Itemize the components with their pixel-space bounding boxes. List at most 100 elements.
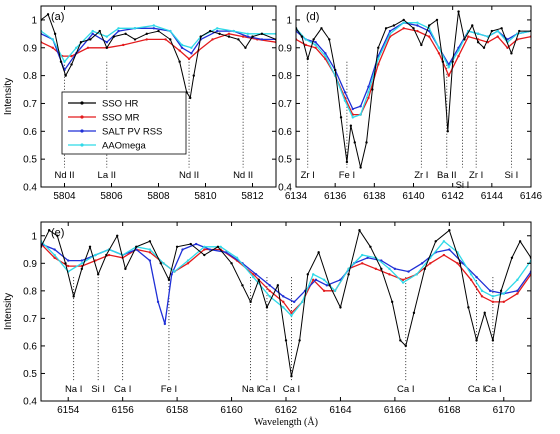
y-tick-label: 0.8: [23, 71, 37, 82]
data-point: [314, 41, 317, 44]
data-point: [407, 270, 410, 273]
data-point: [265, 306, 269, 309]
line-id-label: Fe I: [339, 170, 355, 181]
data-point: [79, 41, 83, 44]
data-point: [502, 300, 505, 304]
x-tick-label: 6138: [363, 191, 386, 202]
data-point: [268, 284, 271, 287]
data-point: [199, 35, 202, 38]
panel-a: Nd II La II Nd II Nd II 5804 5806 5808 5810 5812…: [3, 5, 277, 202]
data-point: [135, 245, 138, 248]
data-point: [333, 289, 337, 293]
data-point: [404, 344, 407, 348]
panel-e: Na I Si I Ca I Fe I Na ICa I Ca I Ca I Ca ICa I…: [3, 221, 532, 428]
data-point: [169, 29, 172, 33]
data-point: [442, 240, 446, 243]
data-point: [388, 267, 391, 271]
data-point: [412, 311, 416, 315]
data-point: [122, 43, 125, 47]
data-point: [480, 295, 484, 298]
series-line: [296, 22, 531, 110]
data-point: [117, 27, 120, 30]
data-point: [53, 256, 56, 259]
data-point: [475, 275, 478, 279]
data-point: [518, 29, 521, 33]
data-point: [249, 300, 252, 304]
data-point: [301, 300, 304, 304]
data-point: [412, 27, 415, 30]
data-point: [447, 74, 450, 77]
data-point: [252, 273, 255, 276]
data-point: [427, 24, 431, 27]
x-tick-label: 6166: [384, 405, 407, 416]
data-point: [371, 88, 374, 91]
data-point: [157, 29, 160, 33]
data-point: [227, 32, 231, 36]
series-line: [296, 27, 531, 116]
data-point: [88, 245, 92, 248]
data-point: [72, 295, 75, 298]
data-point: [186, 262, 190, 265]
line-id-label: Ba II: [437, 170, 457, 181]
data-point: [467, 35, 470, 38]
data-point: [475, 339, 478, 342]
data-point: [268, 295, 271, 298]
data-point: [351, 107, 354, 111]
y-tick-label: 0.6: [23, 341, 37, 352]
data-point: [324, 52, 327, 55]
data-point: [105, 41, 109, 44]
x-tick-label: 6154: [57, 405, 80, 416]
data-point: [416, 24, 419, 27]
data-point: [203, 253, 206, 257]
data-point: [251, 35, 254, 38]
data-point: [46, 13, 50, 16]
y-tick-label: 0.4: [278, 183, 292, 194]
data-point: [347, 273, 350, 276]
data-point: [180, 46, 184, 49]
data-point: [416, 21, 419, 24]
data-point: [63, 60, 66, 63]
line-id-label: Na I: [65, 384, 82, 395]
panel-label: (d): [306, 11, 319, 23]
data-point: [94, 253, 97, 257]
data-point: [152, 27, 155, 30]
data-point: [187, 57, 191, 61]
data-point: [328, 284, 331, 287]
data-point: [192, 74, 195, 77]
y-tick-label: 1: [31, 231, 37, 242]
data-point: [353, 141, 356, 144]
data-point: [420, 262, 424, 265]
data-point: [237, 38, 240, 41]
data-point: [282, 295, 285, 298]
series-line: [41, 27, 276, 72]
legend-marker: [80, 129, 84, 133]
x-tick-label: 6170: [493, 405, 516, 416]
x-tick-label: 6142: [442, 191, 465, 202]
line-id-label: Na I: [242, 384, 259, 395]
plot-frame: [295, 5, 532, 188]
series-aaomega: [41, 240, 531, 317]
series-salt-pv-rss: [41, 242, 531, 326]
data-point: [476, 32, 480, 36]
legend-entry: SSO MR: [102, 113, 140, 124]
line-id-label: Si I: [505, 170, 519, 181]
y-tick-label: 0.4: [23, 397, 37, 408]
y-tick-label: 0.7: [23, 314, 37, 325]
y-tick-label: 0.5: [23, 155, 37, 166]
data-point: [496, 35, 499, 38]
data-point: [506, 46, 509, 49]
data-point: [314, 278, 318, 282]
data-point: [451, 60, 454, 63]
line-id-label: Ca I: [397, 384, 414, 395]
data-point: [190, 46, 193, 49]
y-tick-label: 0.5: [23, 369, 37, 380]
data-point: [64, 74, 67, 77]
data-point: [51, 46, 54, 49]
data-point: [133, 38, 137, 41]
legend-entry: SALT PV RSS: [102, 127, 162, 138]
data-point: [124, 32, 127, 36]
line-id-label: Zr I: [301, 170, 315, 181]
data-point: [388, 273, 391, 276]
series-line: [41, 243, 531, 314]
data-point: [306, 57, 309, 61]
